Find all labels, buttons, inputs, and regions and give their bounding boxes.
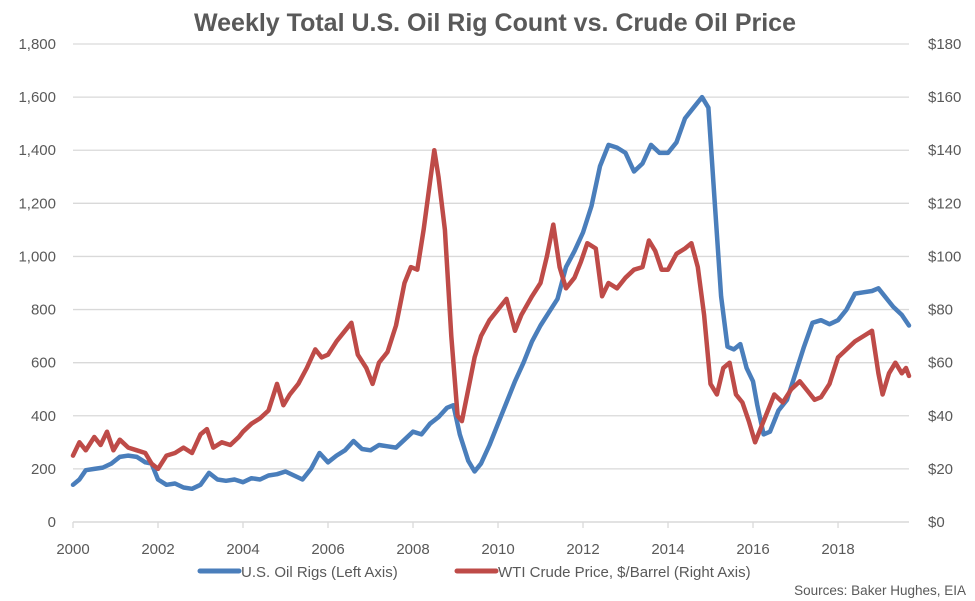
y-left-tick-label: 1,400 [18, 142, 56, 159]
series-group [70, 94, 912, 492]
y-left-tick-label: 1,600 [18, 89, 56, 106]
x-tick-label: 2002 [141, 541, 174, 558]
y-right-tick-label: $100 [928, 248, 961, 265]
y-right-tick-label: $160 [928, 89, 961, 106]
x-tick-label: 2004 [226, 541, 259, 558]
y-right-tick-label: $40 [928, 408, 953, 425]
gridlines [73, 43, 909, 523]
y-left-tick-label: 600 [31, 355, 56, 372]
y-right-tick-label: $140 [928, 142, 961, 159]
x-tick-label: 2006 [311, 541, 344, 558]
y-left-tick-label: 800 [31, 302, 56, 319]
y-right-tick-label: $180 [928, 36, 961, 53]
y-right-tick-label: $20 [928, 461, 953, 478]
y-left-tick-label: 1,000 [18, 248, 56, 265]
x-tick-label: 2010 [481, 541, 514, 558]
chart-title: Weekly Total U.S. Oil Rig Count vs. Crud… [194, 9, 796, 37]
y-right-tick-label: $0 [928, 514, 945, 531]
y-right-tick-label: $80 [928, 302, 953, 319]
y-left-tick-label: 1,200 [18, 195, 56, 212]
series-line-wti-price [70, 147, 912, 472]
y-axis-right: $0 $20 $40 $60 $80 $100 $120 $140 $160 $180 [928, 36, 961, 531]
y-axis-left: 0 200 400 600 800 1,000 1,200 1,400 1,600 1,800 [18, 36, 56, 531]
x-tick-label: 2000 [56, 541, 89, 558]
y-left-tick-label: 1,800 [18, 36, 56, 53]
y-right-tick-label: $120 [928, 195, 961, 212]
y-left-tick-label: 400 [31, 408, 56, 425]
x-tick-label: 2014 [651, 541, 684, 558]
x-tick-label: 2008 [396, 541, 429, 558]
x-tick-label: 2012 [566, 541, 599, 558]
legend-label-rigs: U.S. Oil Rigs (Left Axis) [241, 564, 398, 581]
legend: U.S. Oil Rigs (Left Axis) WTI Crude Pric… [197, 564, 751, 581]
y-right-tick-label: $60 [928, 355, 953, 372]
x-tick-label: 2018 [821, 541, 854, 558]
y-left-tick-label: 0 [48, 514, 56, 531]
source-note: Sources: Baker Hughes, EIA [794, 583, 966, 598]
y-left-tick-label: 200 [31, 461, 56, 478]
x-tick-label: 2016 [736, 541, 769, 558]
legend-label-wti: WTI Crude Price, $/Barrel (Right Axis) [498, 564, 751, 581]
x-axis: 2000 2002 2004 2006 2008 2010 2012 2014 2016 2018 [56, 522, 855, 558]
